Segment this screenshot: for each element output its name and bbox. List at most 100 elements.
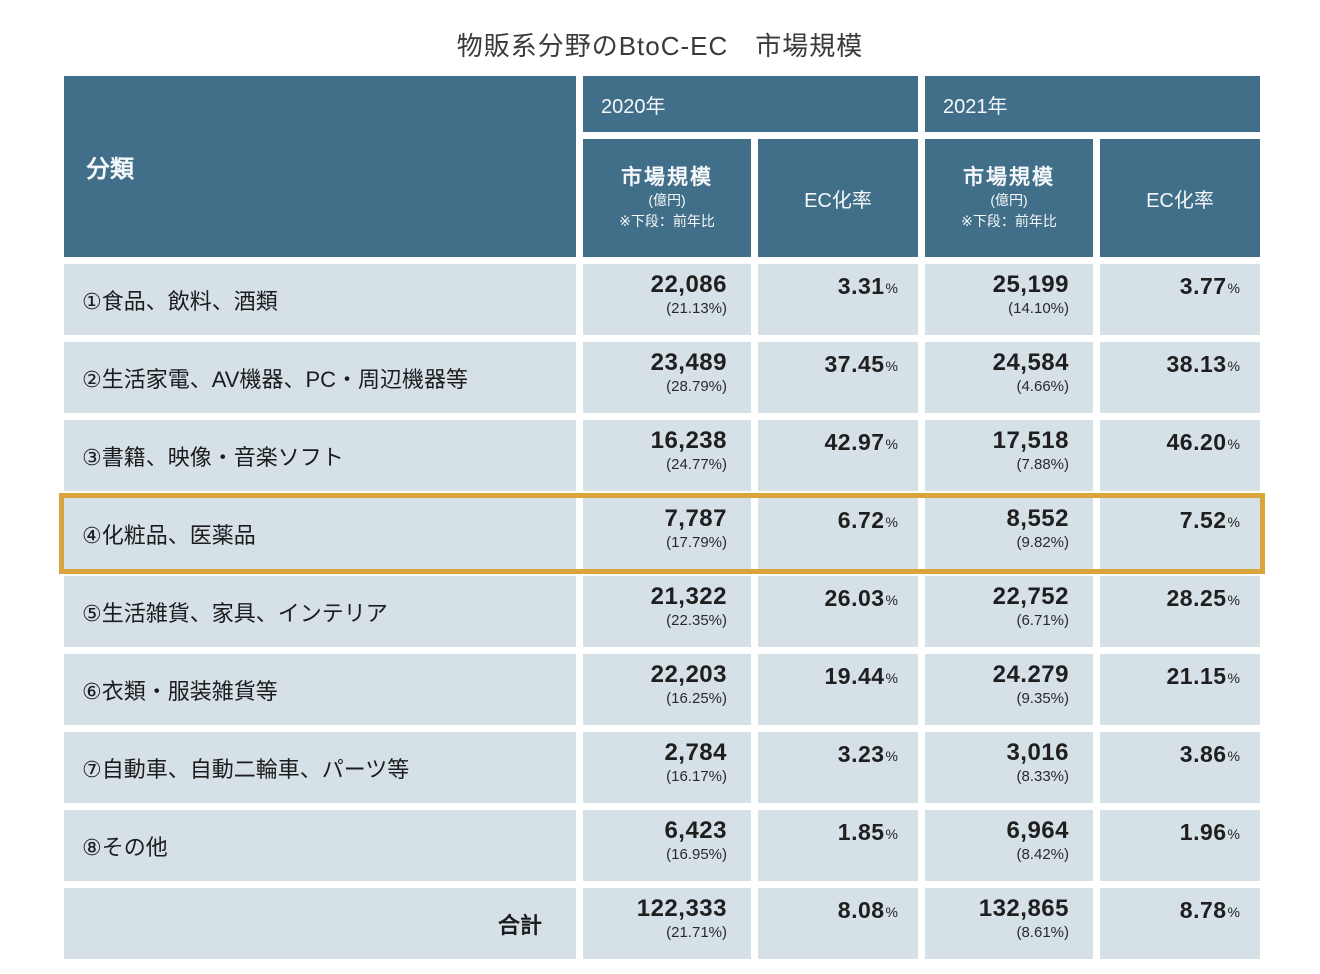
market-size-unit: (億円) <box>648 191 686 208</box>
ec-rate-2021-cell: 3.86% <box>1100 732 1260 803</box>
ec-rate-value: 7.52 <box>1179 507 1227 533</box>
market-size-value: 24.279 <box>992 661 1069 688</box>
category-cell: ①食品、飲料、酒類 <box>64 264 576 335</box>
table-row: ②生活家電、AV機器、PC・周辺機器等 23,489 (28.79%) 37.4… <box>64 342 1260 413</box>
market-size-2021-cell: 24,584 (4.66%) <box>925 342 1093 413</box>
market-size-2021-cell: 17,518 (7.88%) <box>925 420 1093 491</box>
market-size-value: 22,752 <box>992 583 1069 610</box>
percent-sign: % <box>1227 358 1240 374</box>
ec-rate-2021-cell: 21.15% <box>1100 654 1260 725</box>
market-size-value: 22,203 <box>650 661 727 688</box>
ec-rate-2020-total-cell: 8.08% <box>758 888 918 959</box>
ec-rate-value: 1.85 <box>837 819 885 845</box>
market-size-2021-cell: 25,199 (14.10%) <box>925 264 1093 335</box>
market-size-2020-cell: 7,787 (17.79%) <box>583 498 751 569</box>
ec-rate-2021-cell: 3.77% <box>1100 264 1260 335</box>
market-size-2021-cell: 6,964 (8.42%) <box>925 810 1093 881</box>
percent-sign: % <box>1227 670 1240 686</box>
market-size-2020-cell: 6,423 (16.95%) <box>583 810 751 881</box>
table-row: ⑦自動車、自動二輪車、パーツ等 2,784 (16.17%) 3.23% 3,0… <box>64 732 1260 803</box>
yoy-value: (21.71%) <box>666 923 727 941</box>
market-size-value: 7,787 <box>664 505 727 532</box>
ec-rate-value: 19.44 <box>824 663 885 689</box>
table-row: ③書籍、映像・音楽ソフト 16,238 (24.77%) 42.97% 17,5… <box>64 420 1260 491</box>
ec-rate-value: 46.20 <box>1166 429 1227 455</box>
market-size-2021-cell: 24.279 (9.35%) <box>925 654 1093 725</box>
market-size-value: 23,489 <box>650 349 727 376</box>
ec-rate-value: 1.96 <box>1179 819 1227 845</box>
yoy-value: (22.35%) <box>666 611 727 629</box>
market-size-value: 24,584 <box>992 349 1069 376</box>
ec-rate-value: 6.72 <box>837 507 885 533</box>
yoy-value: (7.88%) <box>1016 455 1069 473</box>
market-size-value: 6,423 <box>664 817 727 844</box>
ec-rate-2021-cell: 1.96% <box>1100 810 1260 881</box>
table-row: ⑧その他 6,423 (16.95%) 1.85% 6,964 (8.42%) … <box>64 810 1260 881</box>
category-cell: ③書籍、映像・音楽ソフト <box>64 420 576 491</box>
percent-sign: % <box>1227 592 1240 608</box>
percent-sign: % <box>1227 904 1240 920</box>
table-total-row: 合計 122,333 (21.71%) 8.08% 132,865 (8.61%… <box>64 888 1260 959</box>
yoy-value: (8.61%) <box>1016 923 1069 941</box>
market-size-value: 2,784 <box>664 739 727 766</box>
page-title: 物販系分野のBtoC-EC 市場規模 <box>456 31 864 61</box>
market-size-value: 22,086 <box>650 271 727 298</box>
ec-rate-2020-cell: 19.44% <box>758 654 918 725</box>
ec-rate-2020-cell: 37.45% <box>758 342 918 413</box>
yoy-value: (16.17%) <box>666 767 727 785</box>
category-cell: ②生活家電、AV機器、PC・周辺機器等 <box>64 342 576 413</box>
market-size-value: 8,552 <box>1006 505 1069 532</box>
yoy-value: (6.71%) <box>1016 611 1069 629</box>
market-size-2020-cell: 16,238 (24.77%) <box>583 420 751 491</box>
market-size-unit: (億円) <box>990 191 1028 208</box>
category-cell: ⑦自動車、自動二輪車、パーツ等 <box>64 732 576 803</box>
category-cell: ⑤生活雑貨、家具、インテリア <box>64 576 576 647</box>
yoy-value: (16.25%) <box>666 689 727 707</box>
ec-rate-2021-cell: 38.13% <box>1100 342 1260 413</box>
market-size-2021-cell: 22,752 (6.71%) <box>925 576 1093 647</box>
percent-sign: % <box>1227 436 1240 452</box>
yoy-value: (24.77%) <box>666 455 727 473</box>
market-size-note: ※下段：前年比 <box>961 213 1057 230</box>
yoy-value: (14.10%) <box>1008 299 1069 317</box>
ec-rate-value: 38.13 <box>1166 351 1227 377</box>
ec-rate-value: 37.45 <box>824 351 885 377</box>
market-size-2020-cell: 22,203 (16.25%) <box>583 654 751 725</box>
market-size-label: 市場規模 <box>621 166 713 190</box>
table-header: 分類 2020年 2021年 市場規模 (億円) ※下段：前年比 EC化率 市場… <box>64 76 1260 257</box>
market-size-2020-cell: 23,489 (28.79%) <box>583 342 751 413</box>
year-2020-header-cell: 2020年 <box>583 76 918 132</box>
ec-rate-2020-cell: 3.31% <box>758 264 918 335</box>
percent-sign: % <box>885 748 898 764</box>
table-row: ①食品、飲料、酒類 22,086 (21.13%) 3.31% 25,199 (… <box>64 264 1260 335</box>
market-size-value: 25,199 <box>992 271 1069 298</box>
total-label-cell: 合計 <box>64 888 576 959</box>
market-size-2020-cell: 2,784 (16.17%) <box>583 732 751 803</box>
ec-rate-value: 28.25 <box>1166 585 1227 611</box>
percent-sign: % <box>1227 748 1240 764</box>
market-size-2020-total-cell: 122,333 (21.71%) <box>583 888 751 959</box>
percent-sign: % <box>885 280 898 296</box>
ec-rate-value: 3.23 <box>837 741 885 767</box>
yoy-value: (17.79%) <box>666 533 727 551</box>
ec-rate-value: 3.77 <box>1179 273 1227 299</box>
percent-sign: % <box>885 514 898 530</box>
market-size-value: 122,333 <box>636 895 727 922</box>
market-size-2021-cell: 3,016 (8.33%) <box>925 732 1093 803</box>
category-cell: ⑧その他 <box>64 810 576 881</box>
category-header-cell: 分類 <box>64 76 576 257</box>
market-size-2020-cell: 22,086 (21.13%) <box>583 264 751 335</box>
market-size-2021-header-cell: 市場規模 (億円) ※下段：前年比 <box>925 139 1093 257</box>
ec-rate-value: 3.86 <box>1179 741 1227 767</box>
ec-rate-2020-cell: 26.03% <box>758 576 918 647</box>
yoy-value: (8.42%) <box>1016 845 1069 863</box>
ec-rate-value: 8.08 <box>837 897 885 923</box>
ec-rate-2020-header-cell: EC化率 <box>758 139 918 257</box>
percent-sign: % <box>885 826 898 842</box>
table-row: ⑥衣類・服装雑貨等 22,203 (16.25%) 19.44% 24.279 … <box>64 654 1260 725</box>
ec-rate-2021-header-cell: EC化率 <box>1100 139 1260 257</box>
ec-rate-2020-cell: 3.23% <box>758 732 918 803</box>
ec-rate-2021-cell: 28.25% <box>1100 576 1260 647</box>
market-size-value: 21,322 <box>650 583 727 610</box>
